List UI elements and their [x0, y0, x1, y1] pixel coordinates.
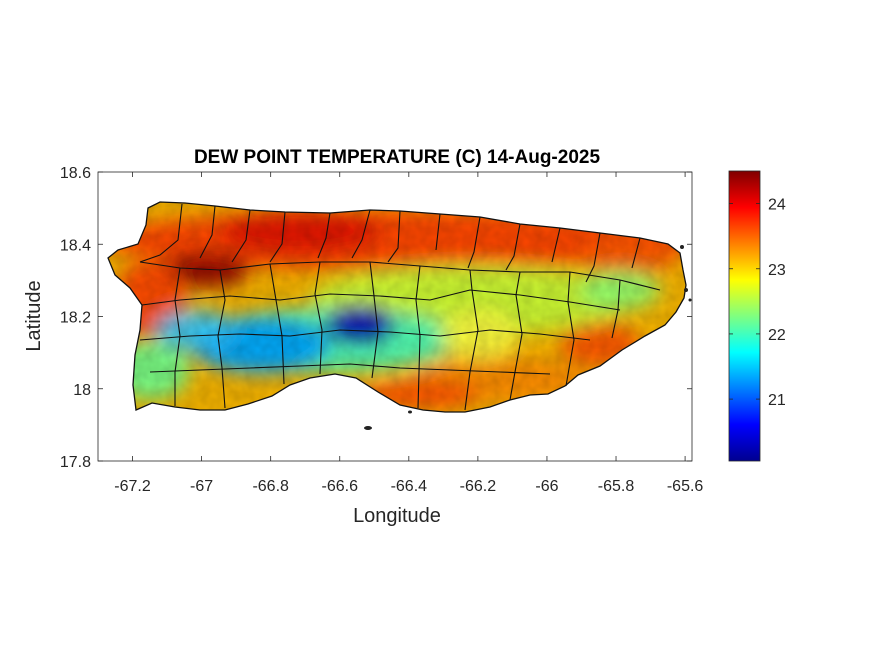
colorbar: [728, 170, 761, 462]
municipality-boundary: [415, 265, 421, 409]
colorbar-tick-label: 21: [768, 392, 786, 409]
x-tick-label: -65.8: [598, 478, 635, 495]
municipality-boundary: [317, 212, 331, 259]
colorbar-tick-label: 23: [768, 262, 786, 279]
y-tick-label: 18.4: [60, 237, 91, 254]
municipality-boundary: [464, 269, 479, 411]
x-tick-label: -66.4: [391, 478, 428, 495]
islet: [680, 245, 684, 249]
municipality-boundary: [174, 267, 181, 406]
islets: [364, 245, 692, 430]
x-tick-label: -67.2: [114, 478, 151, 495]
y-axis-label: Latitude: [23, 280, 45, 351]
municipality-boundary: [139, 203, 183, 263]
y-tick-label: 17.8: [60, 454, 91, 471]
x-tick-label: -67: [190, 478, 213, 495]
colorbar-ticks: 21 22 23 24: [729, 197, 786, 409]
municipality-boundary: [585, 232, 601, 283]
x-axis-label: Longitude: [353, 505, 441, 527]
municipality-boundary: [141, 289, 621, 311]
colorbar-tick-label: 22: [768, 327, 786, 344]
islet: [408, 410, 412, 414]
municipality-boundary: [351, 209, 371, 259]
municipality-boundary: [387, 210, 401, 263]
municipality-boundary: [435, 213, 441, 251]
islet: [688, 298, 692, 302]
municipality-boundary: [631, 237, 641, 269]
municipality-boundary: [551, 227, 561, 263]
municipality-boundary: [149, 363, 551, 375]
municipality-boundary: [269, 211, 286, 263]
x-tick-label: -66: [535, 478, 558, 495]
municipality-boundary: [509, 271, 523, 401]
municipality-boundaries: [139, 203, 661, 411]
x-tick-label: -66.8: [252, 478, 289, 495]
chart-title: DEW POINT TEMPERATURE (C) 14-Aug-2025: [194, 147, 601, 168]
x-tick-label: -65.6: [667, 478, 704, 495]
municipality-boundary: [505, 223, 521, 271]
islet: [364, 426, 372, 430]
municipality-boundary: [314, 261, 323, 375]
municipality-boundary: [139, 261, 661, 291]
island-coastline: [107, 201, 687, 413]
colorbar-tick-label: 24: [768, 197, 786, 214]
municipality-boundary: [231, 209, 251, 263]
municipality-boundary: [369, 261, 379, 379]
y-tick-label: 18.6: [60, 165, 91, 182]
y-tick-label: 18: [73, 382, 91, 399]
municipality-boundary: [565, 271, 575, 387]
y-axis-ticks: 17.8 18 18.2 18.4 18.6: [60, 165, 692, 471]
municipality-boundary: [269, 263, 285, 385]
x-tick-label: -66.2: [460, 478, 497, 495]
municipality-boundary: [139, 329, 591, 341]
municipality-boundary: [611, 279, 621, 339]
y-tick-label: 18.2: [60, 310, 91, 327]
x-tick-label: -66.6: [322, 478, 359, 495]
x-axis-ticks: -67.2 -67 -66.8 -66.6 -66.4 -66.2 -66 -65.8 -65.…: [114, 172, 703, 495]
municipality-boundary: [199, 205, 216, 259]
municipality-boundary: [217, 269, 226, 409]
islet: [684, 288, 688, 292]
municipality-boundary: [467, 216, 481, 269]
